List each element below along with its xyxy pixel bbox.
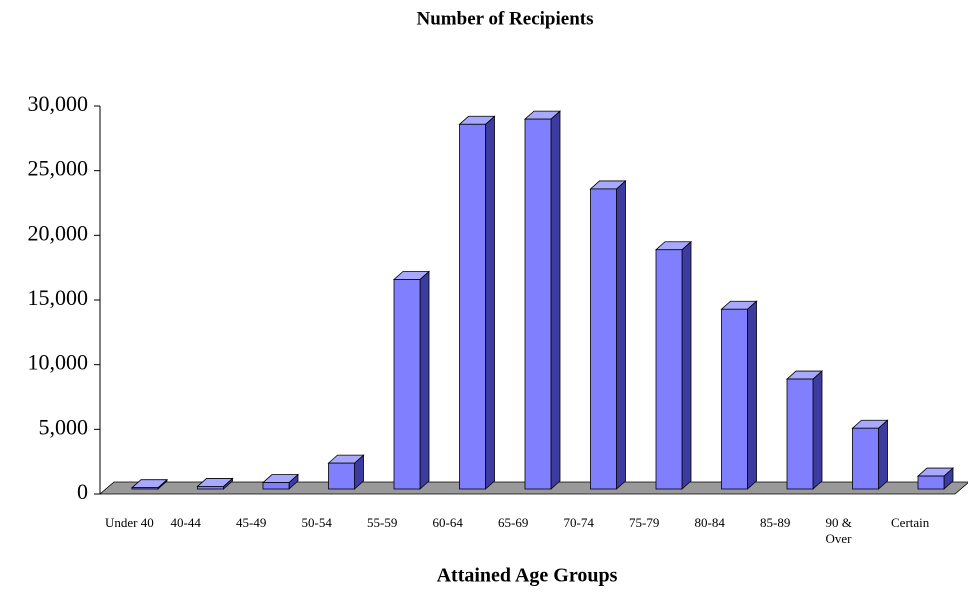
x-tick-label: 60-64 bbox=[432, 515, 463, 530]
x-tick-label: 55-59 bbox=[367, 515, 398, 530]
bar-side bbox=[419, 270, 430, 490]
x-tick-label: 50-54 bbox=[301, 515, 332, 530]
bar bbox=[590, 188, 617, 490]
bar-side bbox=[550, 110, 561, 490]
bar bbox=[393, 279, 421, 490]
y-tick-label: 30,000 bbox=[28, 91, 89, 116]
x-tick-label: 80-84 bbox=[694, 515, 725, 530]
bar bbox=[328, 462, 355, 490]
y-tick-label: 25,000 bbox=[28, 156, 89, 181]
bar bbox=[721, 308, 748, 490]
bar bbox=[917, 475, 945, 490]
x-axis-title: Attained Age Groups bbox=[437, 565, 618, 587]
bar bbox=[262, 482, 290, 490]
bar bbox=[852, 427, 879, 490]
bar-side bbox=[616, 180, 626, 490]
y-tick-label: 15,000 bbox=[28, 285, 89, 310]
x-tick-label: Under 40 bbox=[105, 515, 154, 530]
x-tick-label: 40-44 bbox=[170, 515, 201, 530]
y-tick-label: 0 bbox=[77, 479, 88, 504]
bar bbox=[655, 249, 683, 490]
y-tick-label: 10,000 bbox=[28, 350, 89, 375]
bar-side bbox=[747, 300, 757, 490]
x-tick-label: 85-89 bbox=[760, 515, 791, 530]
bar bbox=[786, 378, 814, 490]
x-tick-label: 70-74 bbox=[563, 515, 594, 530]
bar-side bbox=[681, 240, 692, 490]
y-tick-label: 20,000 bbox=[28, 220, 89, 245]
x-tick-label: 65-69 bbox=[498, 515, 529, 530]
y-tick-label: 5,000 bbox=[39, 414, 89, 439]
bar bbox=[131, 487, 159, 490]
bar-side bbox=[878, 419, 888, 490]
bar bbox=[459, 123, 486, 490]
x-tick-label: 45-49 bbox=[236, 515, 267, 530]
x-tick-label: 90 & Over bbox=[825, 515, 852, 546]
bar bbox=[524, 118, 552, 490]
bar-side bbox=[485, 115, 495, 490]
bar bbox=[197, 486, 224, 490]
bar-side bbox=[812, 370, 823, 490]
x-tick-label: Certain bbox=[891, 515, 930, 530]
x-tick-label: 75-79 bbox=[629, 515, 660, 530]
chart-title: Number of Recipients bbox=[417, 8, 594, 29]
